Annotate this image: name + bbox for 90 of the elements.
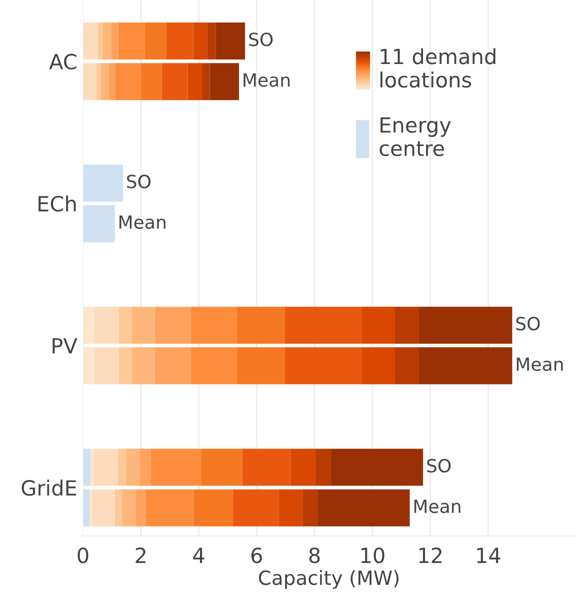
bar: [94, 448, 118, 486]
legend-label: Energy centre: [380, 117, 451, 156]
bar: [155, 347, 191, 384]
data-label: Mean: [414, 500, 460, 514]
x-tick-label: 8: [309, 547, 320, 564]
bar: [115, 63, 141, 100]
bar: [166, 22, 194, 60]
bar: [315, 448, 332, 486]
bar: [146, 489, 194, 526]
data-label: Mean: [516, 358, 563, 372]
bar: [132, 347, 156, 384]
bar: [188, 63, 202, 100]
bar: [118, 448, 126, 486]
data-label: SO: [427, 458, 451, 473]
bar: [190, 306, 237, 344]
bar: [83, 448, 91, 486]
bar: [242, 448, 290, 486]
bar: [83, 205, 115, 242]
bar: [94, 347, 119, 384]
bar: [302, 489, 318, 526]
x-tick-label: 2: [136, 547, 146, 563]
y-tick-label: ECh: [38, 195, 76, 212]
bar: [236, 347, 286, 384]
bar: [100, 63, 110, 100]
bar: [83, 63, 96, 100]
y-tick-label: AC: [49, 54, 76, 70]
bar: [285, 347, 362, 384]
bar: [162, 63, 188, 100]
bar: [96, 63, 101, 100]
bar: [394, 306, 420, 344]
bar: [140, 63, 162, 100]
legend-label: 11 demand locations: [380, 48, 496, 88]
bar: [132, 306, 156, 344]
bar: [190, 347, 237, 384]
x-tick-label: 6: [251, 547, 262, 564]
data-label: SO: [516, 316, 540, 330]
bar: [118, 22, 145, 60]
bar: [83, 347, 94, 384]
bar: [83, 22, 98, 60]
bar: [232, 489, 279, 526]
x-axis-title: Capacity (MW): [258, 570, 398, 589]
bar: [193, 22, 208, 60]
bar: [151, 448, 202, 486]
data-label: SO: [127, 174, 150, 188]
bar: [118, 306, 132, 344]
x-tick-label: 0: [78, 547, 88, 564]
bar: [83, 489, 90, 526]
bar: [331, 448, 424, 486]
bar: [90, 448, 94, 486]
data-label: Mean: [120, 216, 166, 229]
bar: [83, 164, 123, 202]
bar: [419, 306, 512, 344]
bar: [207, 22, 216, 60]
bar: [111, 22, 118, 60]
bar: [118, 347, 132, 384]
bar: [102, 22, 112, 60]
bar: [83, 306, 94, 344]
bar: [92, 489, 115, 526]
bar: [94, 306, 119, 344]
bar: [318, 489, 410, 526]
bar: [155, 306, 191, 344]
x-tick-label: 4: [193, 548, 204, 563]
bar: [362, 347, 395, 384]
x-tick-label: 14: [477, 548, 500, 563]
bar: [210, 63, 239, 100]
bar: [114, 489, 122, 526]
bar: [285, 306, 362, 344]
bar: [394, 347, 420, 384]
bar: [126, 448, 140, 486]
y-tick-label: PV: [52, 338, 78, 354]
bar: [278, 489, 303, 526]
data-label: SO: [249, 32, 273, 46]
bar: [362, 306, 395, 344]
y-tick-label: GridE: [22, 480, 76, 496]
x-tick-label: 12: [419, 547, 442, 563]
x-tick-label: 10: [361, 547, 384, 564]
bar: [236, 306, 286, 344]
bar: [419, 347, 512, 384]
bar: [98, 22, 103, 60]
bar: [290, 448, 316, 486]
bar: [194, 489, 233, 526]
bar: [109, 63, 116, 100]
bar: [202, 63, 210, 100]
bar: [140, 448, 152, 486]
bar: [136, 489, 146, 526]
bar: [216, 22, 246, 60]
data-label: Mean: [244, 73, 290, 87]
bar: [201, 448, 242, 486]
bar: [122, 489, 136, 526]
bar: [144, 22, 166, 60]
